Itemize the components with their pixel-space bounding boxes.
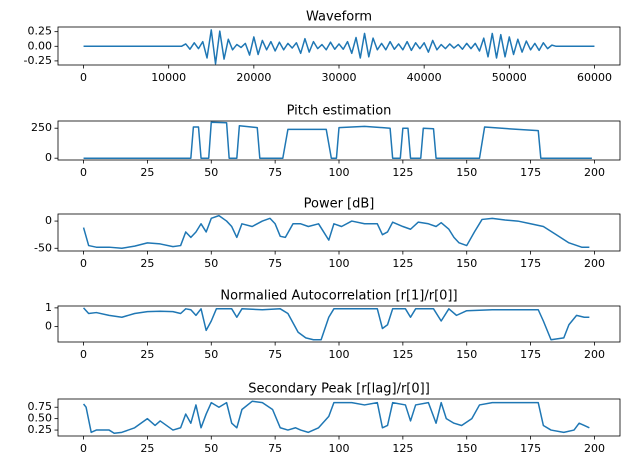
x-tick-label: 40000 [407,71,442,84]
axes-frame [57,120,621,161]
x-tick-label: 125 [392,442,413,455]
data-line [82,214,590,250]
x-tick-label: 0 [80,348,87,361]
subplot-title: Waveform [306,10,372,25]
x-tick-label: 10000 [151,71,186,84]
axes-frame [57,26,621,66]
x-tick-label: 125 [392,166,413,179]
data-line [83,121,592,159]
x-tick-label: 150 [456,166,477,179]
x-tick-label: 100 [329,257,350,270]
data-line [82,400,590,435]
x-tick-label: 100 [329,442,350,455]
y-tick-label: 0.25 [28,423,53,436]
subplot-title: Secondary Peak [r[lag]/r[0]] [248,382,430,397]
x-tick-label: 200 [584,442,605,455]
y-tick-label: 0 [45,214,52,227]
x-tick-label: 0 [80,442,87,455]
axes-frame [57,213,621,252]
y-tick-label: 0.75 [28,400,53,413]
x-tick-label: 200 [584,166,605,179]
x-tick-label: 20000 [236,71,271,84]
x-tick-label: 30000 [322,71,357,84]
y-tick-label: 0.00 [28,39,53,52]
x-tick-label: 50 [204,348,218,361]
subplot-title: Normalied Autocorrelation [r[1]/r[0]] [220,289,457,304]
x-tick-label: 75 [268,348,282,361]
x-tick-label: 0 [80,257,87,270]
y-tick-label: 0 [45,151,52,164]
x-tick-label: 200 [584,257,605,270]
x-tick-label: 150 [456,442,477,455]
x-tick-label: 25 [140,166,154,179]
x-tick-label: 75 [268,166,282,179]
x-tick-label: 125 [392,348,413,361]
x-tick-label: 50 [204,442,218,455]
y-tick-label: 0.25 [28,25,53,38]
x-tick-label: 100 [329,348,350,361]
y-tick-label: -50 [34,241,52,254]
x-tick-label: 150 [456,348,477,361]
x-tick-label: 50000 [492,71,527,84]
y-tick-label: 0.50 [28,412,53,425]
x-tick-label: 0 [80,71,87,84]
x-tick-label: 50 [204,166,218,179]
x-tick-label: 75 [268,257,282,270]
x-tick-label: 25 [140,348,154,361]
y-tick-label: 250 [31,121,52,134]
x-tick-label: 50 [204,257,218,270]
y-tick-label: 1 [45,301,52,314]
x-tick-label: 0 [80,166,87,179]
y-tick-label: -0.25 [24,54,52,67]
x-tick-label: 150 [456,257,477,270]
x-tick-label: 175 [520,442,541,455]
x-tick-label: 100 [329,166,350,179]
x-tick-label: 25 [140,442,154,455]
y-tick-label: 0 [45,320,52,333]
x-tick-label: 75 [268,442,282,455]
x-tick-label: 175 [520,348,541,361]
x-tick-label: 125 [392,257,413,270]
data-line [83,29,595,65]
x-tick-label: 175 [520,166,541,179]
subplot-title: Pitch estimation [287,104,392,119]
x-tick-label: 200 [584,348,605,361]
axes-frame [57,305,621,343]
data-line [82,307,590,341]
x-tick-label: 25 [140,257,154,270]
axes-frame [57,398,621,437]
x-tick-label: 175 [520,257,541,270]
subplot-title: Power [dB] [304,197,375,212]
x-tick-label: 60000 [577,71,612,84]
